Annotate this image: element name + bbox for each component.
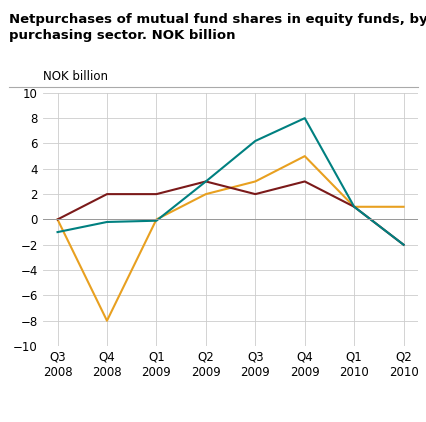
Households	[351, 204, 356, 209]
Life insurance
companies	[55, 217, 60, 222]
Households	[104, 192, 109, 197]
Line: Rest of
the world: Rest of the world	[58, 118, 403, 245]
Text: NOK billion: NOK billion	[43, 70, 107, 83]
Life insurance
companies	[203, 192, 208, 197]
Line: Life insurance
companies: Life insurance companies	[58, 156, 403, 321]
Life insurance
companies	[104, 318, 109, 323]
Rest of
the world	[104, 219, 109, 225]
Households	[400, 242, 405, 247]
Households	[153, 192, 158, 197]
Households	[203, 179, 208, 184]
Life insurance
companies	[252, 179, 257, 184]
Households	[252, 192, 257, 197]
Text: Netpurchases of mutual fund shares in equity funds, by
purchasing sector. NOK bi: Netpurchases of mutual fund shares in eq…	[9, 13, 426, 42]
Life insurance
companies	[400, 204, 405, 209]
Life insurance
companies	[302, 154, 307, 159]
Households	[302, 179, 307, 184]
Rest of
the world	[302, 116, 307, 121]
Rest of
the world	[351, 204, 356, 209]
Rest of
the world	[153, 218, 158, 223]
Line: Households: Households	[58, 181, 403, 245]
Households	[55, 217, 60, 222]
Life insurance
companies	[351, 204, 356, 209]
Rest of
the world	[252, 138, 257, 143]
Rest of
the world	[55, 230, 60, 235]
Life insurance
companies	[153, 217, 158, 222]
Rest of
the world	[203, 179, 208, 184]
Rest of
the world	[400, 242, 405, 247]
